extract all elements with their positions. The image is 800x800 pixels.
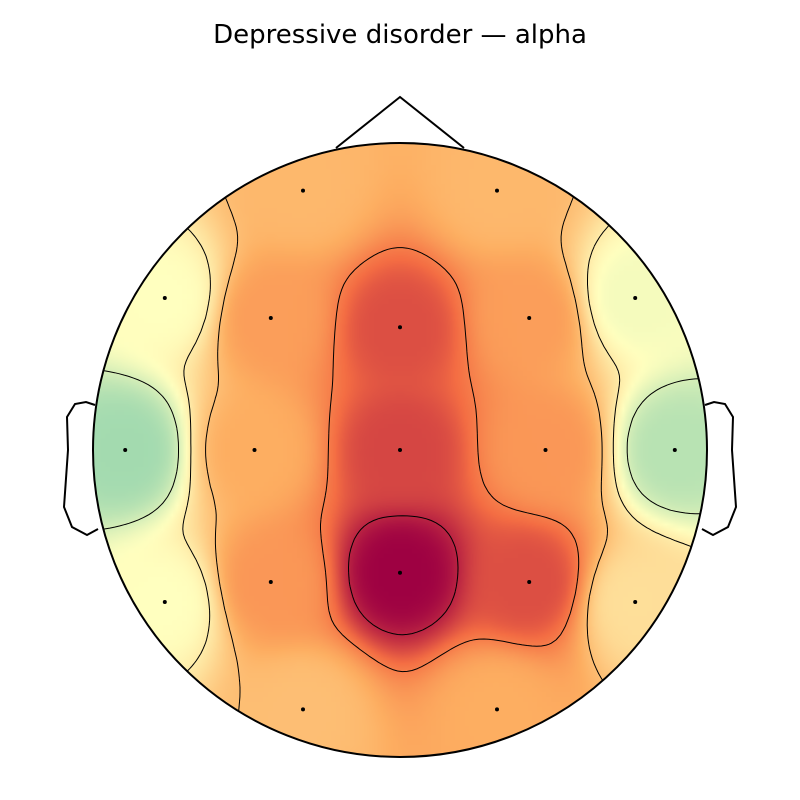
sensor-point-11: [672, 448, 677, 452]
sensor-point-10: [543, 448, 548, 452]
sensor-point-0: [301, 188, 305, 193]
sensor-point-1: [495, 188, 499, 193]
sensor-point-3: [268, 316, 273, 320]
nose-outline: [335, 95, 465, 149]
right-ear-outline: [701, 400, 738, 537]
contour-lines: [95, 145, 705, 756]
contour-line-3: [320, 247, 580, 673]
sensor-markers: [123, 188, 677, 712]
sensor-point-9: [398, 448, 402, 452]
sensor-point-17: [301, 707, 305, 712]
contour-line-4: [348, 515, 459, 636]
sensor-point-13: [268, 580, 273, 584]
sensor-point-18: [495, 707, 499, 712]
sensor-point-6: [633, 296, 638, 300]
sensor-point-14: [398, 570, 402, 575]
sensor-point-7: [123, 448, 128, 452]
sensor-point-4: [398, 325, 402, 330]
sensor-point-12: [162, 600, 167, 604]
sensor-point-5: [527, 316, 532, 320]
head-outline: [92, 142, 708, 758]
sensor-point-15: [527, 580, 532, 584]
sensor-point-8: [252, 448, 257, 452]
chart-title: Depressive disorder — alpha: [213, 20, 587, 50]
sensor-point-16: [633, 600, 638, 604]
left-ear-outline: [62, 400, 99, 537]
sensor-point-2: [162, 296, 167, 300]
